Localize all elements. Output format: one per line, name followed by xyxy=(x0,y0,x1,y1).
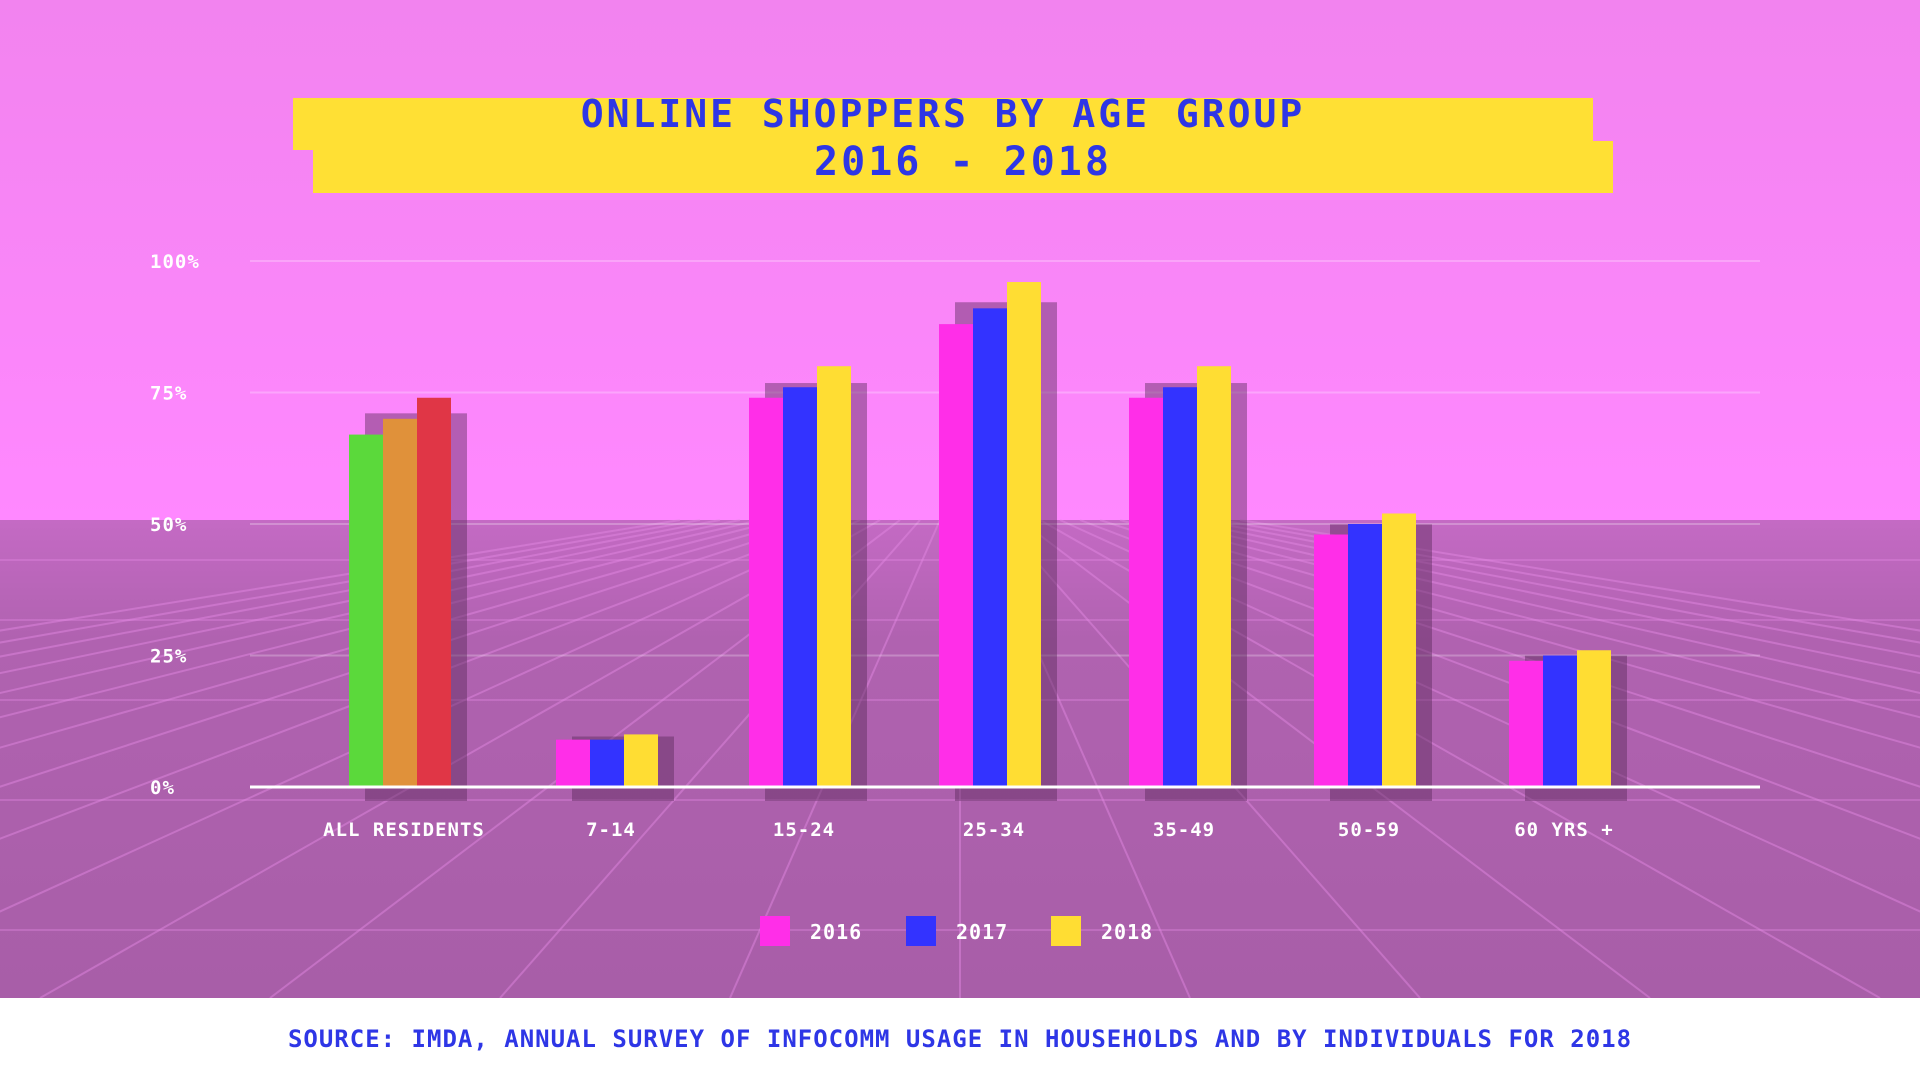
floor-grid-ray xyxy=(39,519,881,998)
y-tick-label: 0% xyxy=(150,777,175,799)
floor-grid-ray xyxy=(1179,519,1920,675)
bar-2017-4 xyxy=(1163,387,1197,787)
floor-grid-ray xyxy=(1159,519,1920,695)
y-axis-tick-labels: 0% 25% 50% 75% 100% xyxy=(150,251,200,799)
y-tick-label: 25% xyxy=(150,646,187,668)
title-band-lower xyxy=(313,141,1613,193)
bar-2016-4 xyxy=(1129,397,1163,787)
bar-2016-1 xyxy=(556,739,590,787)
legend-label-2018: 2018 xyxy=(1101,920,1153,944)
legend: 2016 2017 2018 xyxy=(760,916,1153,946)
chart-subtitle: 2016 - 2018 xyxy=(814,139,1112,185)
floor-grid-ray xyxy=(0,519,681,632)
floor-grid-ray xyxy=(1199,519,1920,658)
bar-2017-3 xyxy=(973,308,1007,787)
floor-grid-ray xyxy=(0,519,781,719)
floor-grid-ray xyxy=(0,519,801,749)
bar-2018-5 xyxy=(1382,513,1416,787)
floor-grid-ray xyxy=(0,519,841,840)
floor-grid-ray xyxy=(0,519,721,658)
bar-2018-2 xyxy=(817,366,851,787)
x-axis-category-labels: ALL RESIDENTS 7-14 15-24 25-34 35-49 50-59 60 … xyxy=(323,819,1614,841)
floor-grid-ray xyxy=(1139,519,1920,719)
bar-2016-0 xyxy=(349,434,383,787)
bar-2017-1 xyxy=(590,739,624,787)
floor-grid-ray xyxy=(0,519,701,644)
category-label: 7-14 xyxy=(586,819,636,841)
source-text: SOURCE: IMDA, ANNUAL SURVEY OF INFOCOMM … xyxy=(287,1025,1633,1053)
category-label: 35-49 xyxy=(1153,819,1215,841)
floor-grid-ray xyxy=(0,519,821,788)
bar-2017-5 xyxy=(1348,524,1382,787)
category-label: ALL RESIDENTS xyxy=(323,819,485,841)
bar-2018-1 xyxy=(624,734,658,787)
category-label: 25-34 xyxy=(963,819,1025,841)
bar-2018-6 xyxy=(1577,650,1611,787)
bars xyxy=(349,282,1627,801)
source-footer: SOURCE: IMDA, ANNUAL SURVEY OF INFOCOMM … xyxy=(0,998,1920,1080)
legend-swatch-2018 xyxy=(1051,916,1081,946)
y-tick-label: 100% xyxy=(150,251,200,273)
y-tick-label: 50% xyxy=(150,514,187,536)
category-label: 50-59 xyxy=(1338,819,1400,841)
floor-grid-ray xyxy=(1239,519,1920,632)
bar-2017-0 xyxy=(383,418,417,787)
category-label: 60 YRS + xyxy=(1514,819,1614,841)
bar-2016-6 xyxy=(1509,660,1543,787)
bar-2017-6 xyxy=(1543,655,1577,787)
bar-2018-4 xyxy=(1197,366,1231,787)
legend-label-2017: 2017 xyxy=(956,920,1008,944)
category-label: 15-24 xyxy=(773,819,835,841)
floor-grid-ray xyxy=(1219,519,1920,644)
legend-swatch-2016 xyxy=(760,916,790,946)
bar-2016-3 xyxy=(939,324,973,787)
bar-2016-5 xyxy=(1314,534,1348,787)
floor-grid-ray xyxy=(0,519,861,913)
floor-grid-ray xyxy=(1079,519,1920,840)
chart-stage: 0% 25% 50% 75% 100% ALL RESIDENTS 7-14 15-24 25… xyxy=(0,0,1920,998)
legend-label-2016: 2016 xyxy=(810,920,862,944)
bar-2016-2 xyxy=(749,397,783,787)
chart-title: ONLINE SHOPPERS BY AGE GROUP xyxy=(580,92,1306,136)
bar-2017-2 xyxy=(783,387,817,787)
bar-2018-3 xyxy=(1007,282,1041,787)
bar-2018-0 xyxy=(417,397,451,787)
legend-swatch-2017 xyxy=(906,916,936,946)
y-tick-label: 75% xyxy=(150,383,187,405)
